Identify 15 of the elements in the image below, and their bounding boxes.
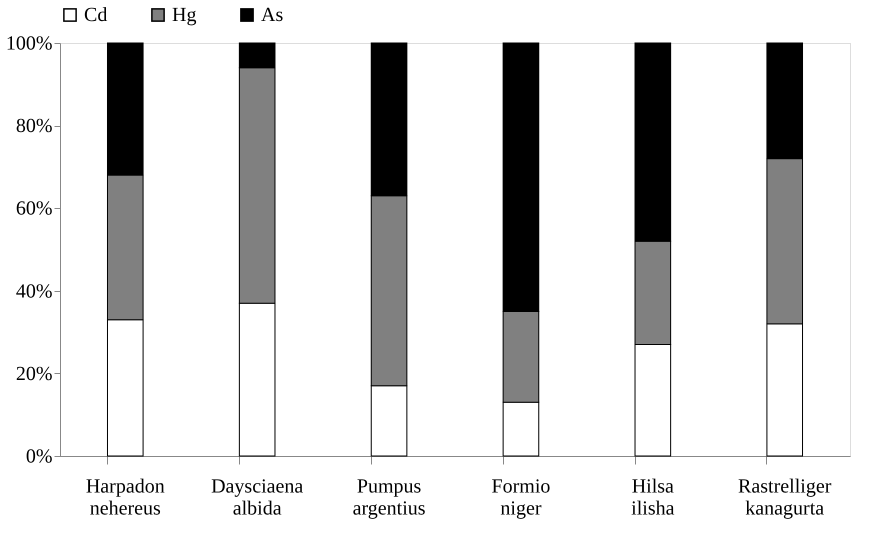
y-tick-label: 80% (16, 115, 52, 138)
y-tick-label: 40% (16, 280, 52, 302)
x-tick-label: Pumpus argentius (352, 476, 426, 520)
x-tick-label: Daysciaena albida (211, 476, 304, 520)
y-tick-label: 20% (16, 362, 52, 385)
legend-label: As (261, 4, 284, 26)
x-tick-label: Formio niger (491, 476, 550, 520)
x-tick-label: Rastrelliger kanagurta (738, 476, 832, 520)
y-tick-label: 60% (16, 198, 52, 220)
x-tick-label: Hilsa ilisha (631, 476, 675, 520)
y-tick-label: 100% (6, 32, 52, 54)
legend-label: Cd (84, 4, 108, 26)
y-tick-label: 0% (26, 446, 52, 468)
legend-label: Hg (172, 4, 196, 26)
x-tick-label: Harpadon nehereus (86, 476, 165, 520)
